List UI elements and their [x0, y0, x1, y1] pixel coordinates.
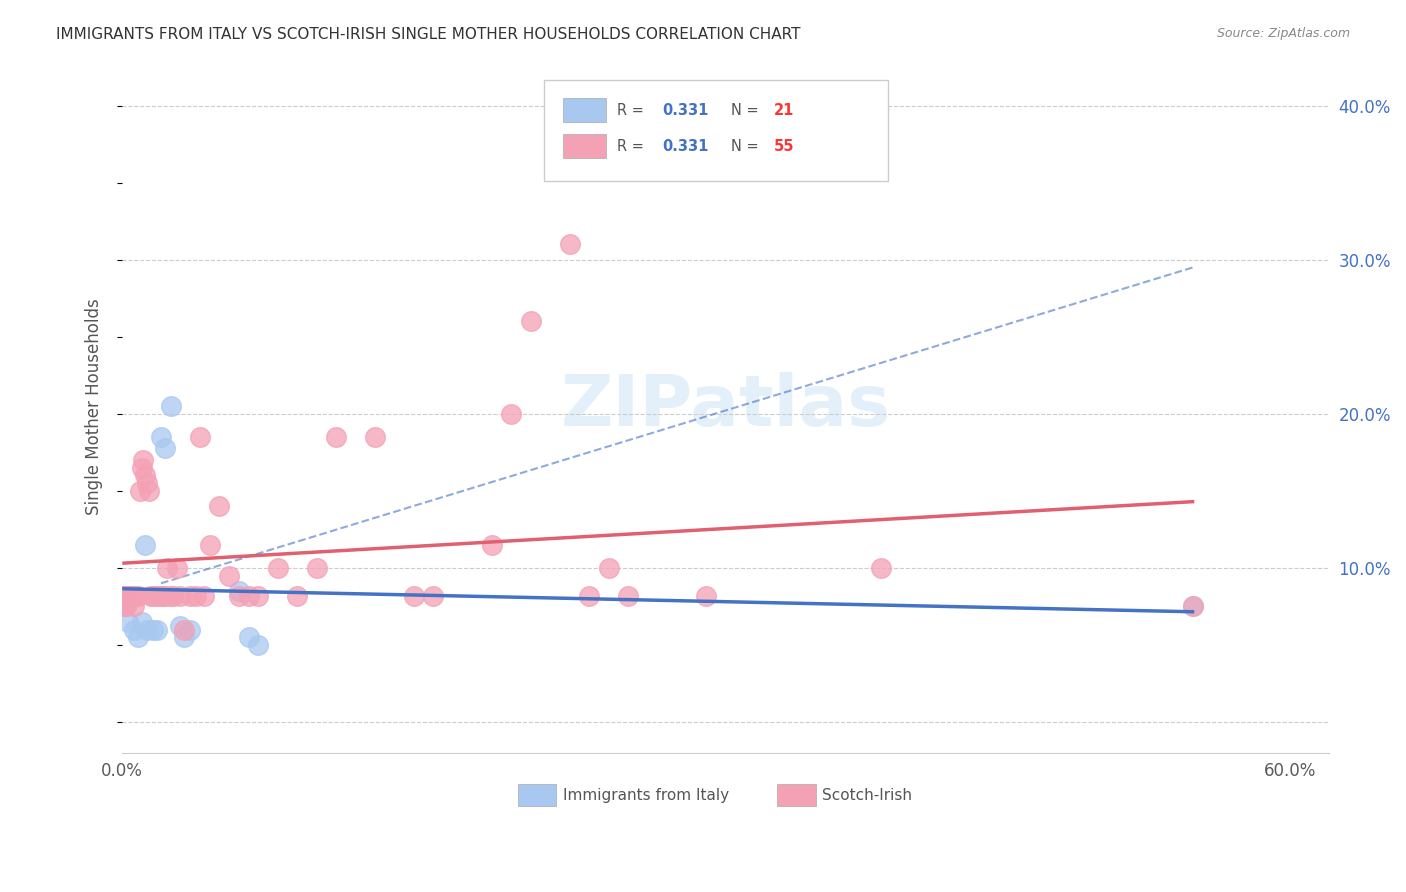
Point — [142, 623, 165, 637]
Point — [247, 589, 270, 603]
Text: 0.331: 0.331 — [662, 139, 709, 153]
Point — [124, 589, 146, 603]
Point — [118, 589, 141, 603]
Point — [870, 561, 893, 575]
Point — [149, 430, 172, 444]
Text: ZIPatlas: ZIPatlas — [561, 372, 890, 441]
Point — [112, 599, 135, 614]
Point — [112, 589, 135, 603]
Point — [156, 561, 179, 575]
Point — [162, 589, 184, 603]
Point — [166, 561, 188, 575]
FancyBboxPatch shape — [778, 784, 815, 806]
Point — [153, 441, 176, 455]
Point — [117, 589, 139, 603]
Point — [127, 589, 149, 603]
Point — [173, 630, 195, 644]
Point — [247, 638, 270, 652]
Point — [169, 619, 191, 633]
Point — [501, 407, 523, 421]
Point — [193, 589, 215, 603]
Point — [159, 589, 181, 603]
Point — [122, 623, 145, 637]
Point — [146, 589, 169, 603]
Point — [208, 500, 231, 514]
Text: N =: N = — [731, 139, 763, 153]
Point — [228, 584, 250, 599]
Point — [115, 599, 138, 614]
FancyBboxPatch shape — [562, 98, 606, 122]
Point — [112, 589, 135, 603]
Point — [402, 589, 425, 603]
Point — [578, 589, 600, 603]
Text: R =: R = — [617, 139, 648, 153]
Text: N =: N = — [731, 103, 763, 118]
Point — [198, 538, 221, 552]
Point — [141, 589, 163, 603]
FancyBboxPatch shape — [517, 784, 557, 806]
Point — [121, 589, 143, 603]
Point — [121, 589, 143, 603]
Point — [152, 589, 174, 603]
Text: IMMIGRANTS FROM ITALY VS SCOTCH-IRISH SINGLE MOTHER HOUSEHOLDS CORRELATION CHART: IMMIGRANTS FROM ITALY VS SCOTCH-IRISH SI… — [56, 27, 801, 42]
Point — [115, 599, 138, 614]
Point — [134, 538, 156, 552]
Point — [188, 430, 211, 444]
Point — [149, 589, 172, 603]
Point — [159, 399, 181, 413]
FancyBboxPatch shape — [562, 135, 606, 158]
Point — [238, 630, 260, 644]
Point — [1181, 599, 1204, 614]
Point — [481, 538, 503, 552]
Point — [117, 615, 139, 629]
Point — [617, 589, 640, 603]
Text: R =: R = — [617, 103, 648, 118]
Point — [146, 623, 169, 637]
Point — [131, 615, 153, 629]
Point — [1181, 599, 1204, 614]
Point — [153, 589, 176, 603]
Point — [558, 237, 581, 252]
Text: 21: 21 — [773, 103, 794, 118]
Point — [228, 589, 250, 603]
Text: 0.331: 0.331 — [662, 103, 709, 118]
Point — [238, 589, 260, 603]
Text: Immigrants from Italy: Immigrants from Italy — [562, 788, 728, 803]
Point — [142, 589, 165, 603]
Point — [695, 589, 717, 603]
Point — [115, 589, 138, 603]
Point — [364, 430, 387, 444]
Point — [128, 483, 150, 498]
Point — [136, 623, 159, 637]
Point — [218, 568, 240, 582]
FancyBboxPatch shape — [544, 80, 889, 181]
Point — [184, 589, 207, 603]
Point — [169, 589, 191, 603]
Point — [325, 430, 347, 444]
Point — [179, 589, 201, 603]
Text: Scotch-Irish: Scotch-Irish — [823, 788, 912, 803]
Point — [132, 453, 155, 467]
Text: Source: ZipAtlas.com: Source: ZipAtlas.com — [1216, 27, 1350, 40]
Text: 55: 55 — [773, 139, 794, 153]
Point — [598, 561, 620, 575]
Point — [520, 314, 543, 328]
Point — [127, 630, 149, 644]
Point — [305, 561, 328, 575]
Point — [422, 589, 444, 603]
Point — [134, 468, 156, 483]
Point — [122, 599, 145, 614]
Point — [179, 623, 201, 637]
Y-axis label: Single Mother Households: Single Mother Households — [86, 298, 103, 515]
Point — [285, 589, 308, 603]
Point — [138, 483, 160, 498]
Point — [267, 561, 290, 575]
Point — [136, 476, 159, 491]
Point — [173, 623, 195, 637]
Point — [131, 460, 153, 475]
